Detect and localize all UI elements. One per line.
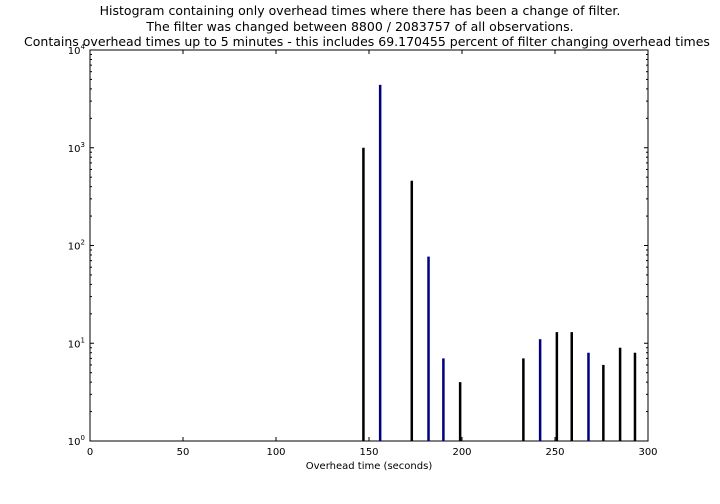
x-tick-label: 300 bbox=[638, 447, 657, 458]
y-tick-label: 104 bbox=[68, 43, 86, 57]
x-tick-label: 0 bbox=[87, 447, 93, 458]
histogram-bar bbox=[378, 84, 382, 441]
histogram-bar bbox=[410, 180, 414, 441]
x-axis-label: Overhead time (seconds) bbox=[306, 461, 433, 472]
histogram-bar bbox=[442, 358, 445, 441]
histogram-bar bbox=[555, 332, 559, 441]
histogram-bar bbox=[587, 352, 590, 441]
title-line-3: Contains overhead times up to 5 minutes … bbox=[24, 34, 710, 49]
x-tick-label: 100 bbox=[266, 447, 285, 458]
ticks-layer bbox=[89, 49, 649, 442]
y-tick-label: 101 bbox=[68, 336, 85, 350]
histogram-bar bbox=[538, 339, 542, 441]
histogram-bar bbox=[633, 352, 637, 441]
plot-area bbox=[89, 49, 649, 442]
histogram-bar bbox=[618, 347, 622, 441]
histogram-bar bbox=[427, 256, 430, 441]
y-tick-label: 100 bbox=[68, 434, 85, 448]
title-line-1: Histogram containing only overhead times… bbox=[99, 3, 621, 18]
histogram-bar bbox=[362, 147, 365, 441]
y-tick-label: 102 bbox=[68, 239, 85, 253]
histogram-bar bbox=[570, 332, 573, 441]
x-tick-label: 50 bbox=[177, 447, 190, 458]
x-tick-label: 150 bbox=[359, 447, 378, 458]
chart-title: Histogram containing only overhead times… bbox=[0, 3, 720, 50]
y-tick-label: 103 bbox=[68, 141, 85, 155]
histogram-bar bbox=[522, 358, 525, 441]
title-line-2: The filter was changed between 8800 / 20… bbox=[146, 18, 574, 34]
x-tick-label: 250 bbox=[545, 447, 564, 458]
tick-labels-layer: 0 50 100 150 200 250 300 100 101 102 103 104 bbox=[68, 43, 658, 458]
bars-layer bbox=[362, 84, 637, 441]
histogram-bar bbox=[458, 382, 462, 441]
histogram-bar bbox=[602, 364, 605, 441]
x-tick-label: 200 bbox=[452, 447, 471, 458]
